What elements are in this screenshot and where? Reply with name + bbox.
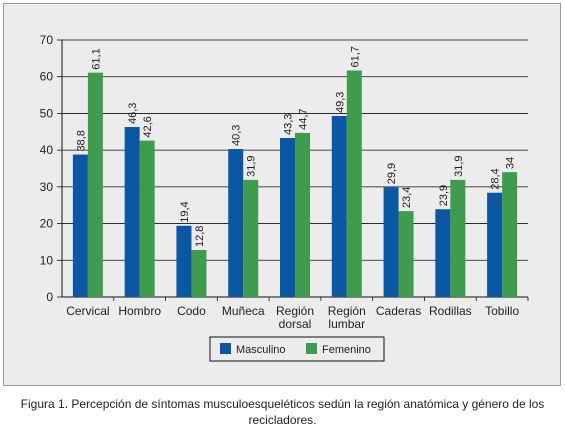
bar-masculino — [280, 138, 295, 297]
bar-femenino — [191, 250, 207, 297]
data-label: 61,1 — [90, 48, 102, 69]
bar-femenino — [139, 140, 155, 297]
legend-box — [209, 336, 385, 362]
x-tick-label: Tobillo — [485, 304, 519, 318]
y-tick-label: 0 — [46, 290, 53, 304]
x-tick-label: Región — [276, 304, 314, 318]
bar-masculino — [435, 209, 451, 297]
data-label: 34 — [505, 157, 517, 169]
data-label: 19,4 — [179, 201, 191, 222]
bar-masculino — [228, 149, 244, 297]
data-label: 29,9 — [386, 163, 398, 184]
data-label: 42,6 — [142, 116, 154, 137]
data-label: 23,9 — [438, 185, 450, 206]
bar-masculino — [124, 127, 140, 298]
bar-masculino — [176, 225, 192, 297]
x-tick-label: Codo — [177, 304, 206, 318]
x-tick-label: lumbar — [328, 317, 365, 331]
figure-caption: Figura 1. Percepción de síntomas musculo… — [20, 397, 545, 427]
y-tick-label: 50 — [40, 106, 54, 120]
legend-swatch-femenino — [306, 343, 317, 354]
x-tick-label: Hombro — [118, 304, 161, 318]
data-label: 61,7 — [349, 46, 361, 67]
data-label: 12,8 — [194, 226, 206, 247]
data-label: 44,7 — [298, 108, 310, 129]
bar-femenino — [87, 72, 103, 297]
legend-label-femenino: Femenino — [322, 344, 371, 356]
y-tick-label: 20 — [40, 217, 54, 231]
data-label: 40,3 — [231, 125, 243, 146]
x-tick-label: Rodillas — [429, 304, 472, 318]
bar-femenino — [450, 179, 466, 297]
y-tick-label: 60 — [40, 70, 54, 84]
bar-femenino — [243, 179, 259, 297]
y-tick-label: 70 — [40, 33, 54, 47]
y-tick-label: 10 — [40, 253, 54, 267]
x-tick-label: Muñeca — [222, 304, 265, 318]
x-tick-label: dorsal — [279, 317, 312, 331]
bar-masculino — [72, 154, 88, 297]
bar-femenino — [295, 132, 310, 297]
data-label: 23,4 — [401, 187, 413, 208]
bar-femenino — [346, 70, 362, 297]
data-label: 31,9 — [246, 155, 258, 176]
y-tick-label: 40 — [40, 143, 54, 157]
x-tick-label: Región — [328, 304, 366, 318]
bar-masculino — [383, 187, 399, 297]
data-label: 31,9 — [453, 155, 465, 176]
bar-chart: 0 10 20 30 40 50 60 70 38,8 61,1 Cervical 46,342,6 H… — [40, 33, 529, 362]
bar-femenino — [502, 172, 518, 297]
legend-label-masculino: Masculino — [236, 344, 286, 356]
data-label: 43,3 — [283, 114, 295, 135]
x-tick-label: Caderas — [376, 304, 421, 318]
bar-femenino — [398, 211, 414, 297]
data-label: 49,3 — [334, 92, 346, 113]
x-tick-label: Cervical — [66, 304, 109, 318]
data-label: 28,4 — [490, 168, 502, 189]
y-tick-label: 30 — [40, 180, 54, 194]
legend-swatch-masculino — [220, 343, 231, 354]
bar-masculino — [331, 115, 347, 298]
bar-masculino — [487, 192, 503, 297]
data-label: 38,8 — [75, 130, 87, 151]
data-label: 46,3 — [127, 103, 139, 124]
